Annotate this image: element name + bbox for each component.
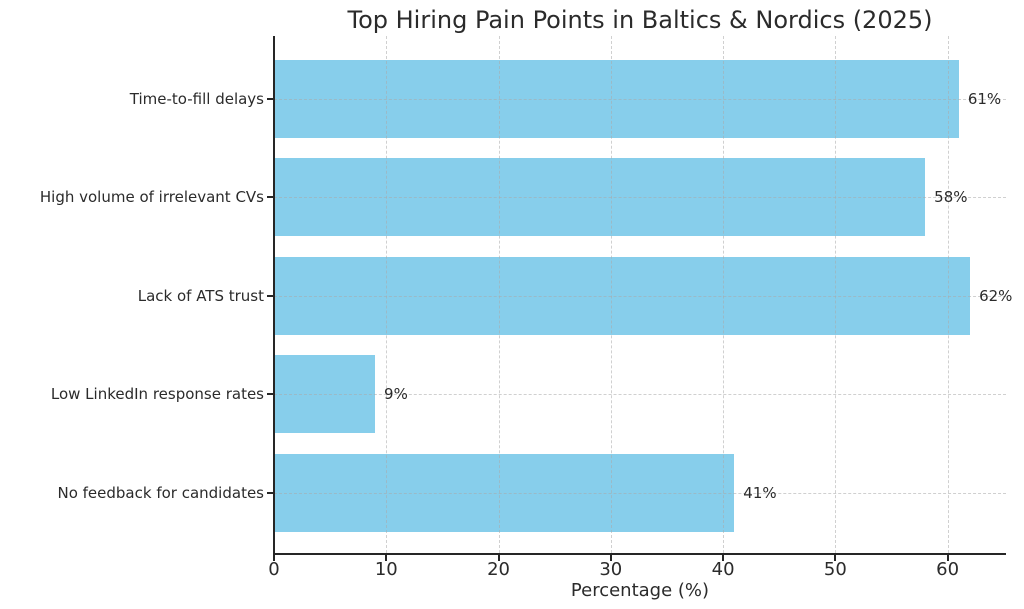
h-gridline bbox=[274, 492, 1006, 494]
x-tick-mark bbox=[834, 555, 837, 561]
h-gridline bbox=[274, 295, 1006, 297]
y-tick-mark bbox=[267, 393, 274, 396]
v-gridline bbox=[610, 36, 612, 553]
x-tick-mark bbox=[497, 555, 500, 561]
h-gridline bbox=[274, 99, 1006, 100]
y-tick-mark bbox=[267, 294, 274, 297]
category-label: Time-to-fill delays bbox=[129, 90, 264, 108]
plot-area bbox=[274, 36, 1006, 553]
x-tick-label: 10 bbox=[374, 559, 398, 580]
y-tick-mark bbox=[267, 491, 274, 494]
v-gridline bbox=[498, 36, 500, 553]
value-label: 62% bbox=[979, 286, 1013, 305]
x-tick-mark bbox=[273, 555, 275, 561]
x-tick-mark bbox=[385, 555, 388, 561]
x-axis-label: Percentage (%) bbox=[570, 580, 710, 601]
x-tick-label: 60 bbox=[936, 559, 960, 580]
x-tick-label: 50 bbox=[823, 559, 847, 580]
x-tick-label: 0 bbox=[268, 559, 280, 580]
y-axis-line bbox=[273, 36, 275, 555]
chart-title: Top Hiring Pain Points in Baltics & Nord… bbox=[347, 6, 933, 34]
h-gridline bbox=[274, 394, 1006, 396]
v-gridline bbox=[947, 36, 949, 553]
y-tick-mark bbox=[267, 98, 274, 100]
category-label: High volume of irrelevant CVs bbox=[39, 188, 264, 207]
category-label: Low LinkedIn response rates bbox=[50, 385, 264, 404]
x-tick-label: 40 bbox=[711, 559, 735, 580]
v-gridline bbox=[723, 36, 725, 553]
x-tick-label: 20 bbox=[487, 559, 510, 580]
category-label: Lack of ATS trust bbox=[137, 286, 264, 305]
value-label: 61% bbox=[967, 90, 1002, 108]
x-tick-mark bbox=[722, 555, 725, 561]
value-label: 41% bbox=[743, 483, 777, 502]
h-gridline bbox=[274, 197, 1006, 199]
x-axis-line bbox=[273, 553, 1006, 555]
v-gridline bbox=[835, 36, 837, 553]
x-tick-mark bbox=[946, 555, 949, 561]
v-gridline bbox=[386, 36, 388, 553]
x-tick-label: 30 bbox=[599, 559, 623, 580]
category-label: No feedback for candidates bbox=[57, 483, 264, 502]
value-label: 9% bbox=[384, 385, 408, 404]
x-tick-mark bbox=[609, 555, 612, 561]
y-tick-mark bbox=[267, 196, 274, 199]
value-label: 58% bbox=[934, 188, 968, 207]
